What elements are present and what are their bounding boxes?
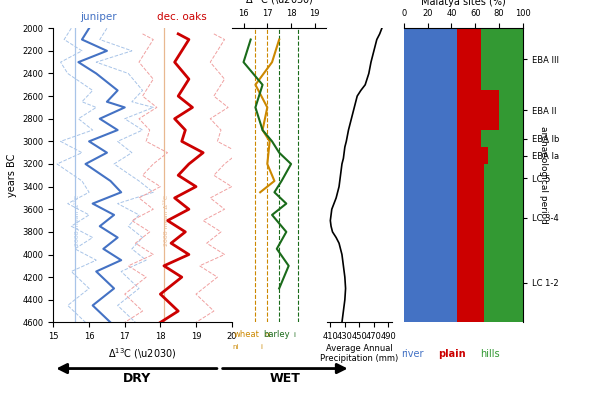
Text: 2008 mean Δ¹³C: 2008 mean Δ¹³C [165, 195, 169, 246]
Text: i: i [260, 344, 263, 349]
Text: ni: ni [264, 332, 270, 337]
Text: i: i [293, 332, 295, 337]
Bar [481, 130, 523, 147]
Bar [404, 243, 457, 322]
Y-axis label: years BC: years BC [7, 154, 17, 197]
Title: Malatya sites (%): Malatya sites (%) [421, 0, 505, 7]
Text: dec. oaks: dec. oaks [157, 12, 207, 22]
Bar [499, 90, 523, 130]
Text: hills: hills [480, 349, 500, 359]
Bar [457, 90, 499, 130]
Text: WET: WET [270, 372, 301, 385]
Text: archaeological period: archaeological period [539, 127, 548, 224]
Bar [488, 147, 523, 164]
Bar [457, 147, 488, 164]
Bar [457, 164, 484, 192]
Text: ni: ni [233, 344, 239, 349]
X-axis label: Average Annual
Precipitation (mm): Average Annual Precipitation (mm) [320, 344, 399, 363]
Bar [484, 243, 523, 322]
Text: juniper: juniper [80, 12, 116, 22]
Bar [404, 192, 457, 243]
Text: plain: plain [438, 349, 465, 359]
Bar [457, 192, 484, 243]
Bar [481, 28, 523, 90]
Bar [404, 28, 457, 90]
Bar [457, 28, 481, 90]
X-axis label: $\Delta^{13}$C (\u2030): $\Delta^{13}$C (\u2030) [108, 347, 177, 361]
Bar [404, 130, 457, 147]
Text: DRY: DRY [122, 372, 151, 385]
Text: 2008 mean Δ¹³C: 2008 mean Δ¹³C [75, 195, 80, 246]
Text: wheat: wheat [233, 330, 260, 339]
Bar [404, 90, 457, 130]
Bar [404, 164, 457, 192]
Bar [484, 192, 523, 243]
Bar [457, 130, 481, 147]
Text: river: river [402, 349, 424, 359]
Bar [484, 164, 523, 192]
Bar [404, 147, 457, 164]
X-axis label: $\Delta^{13}$C (\u2030): $\Delta^{13}$C (\u2030) [245, 0, 314, 7]
Text: barley: barley [263, 330, 289, 339]
Bar [457, 243, 484, 322]
